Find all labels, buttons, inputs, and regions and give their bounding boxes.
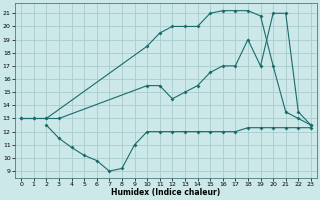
- X-axis label: Humidex (Indice chaleur): Humidex (Indice chaleur): [111, 188, 221, 197]
